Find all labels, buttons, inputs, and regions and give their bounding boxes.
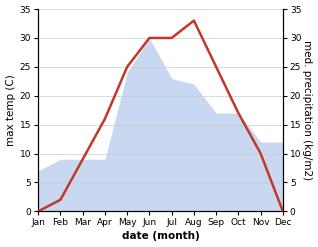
Y-axis label: max temp (C): max temp (C): [5, 74, 16, 146]
X-axis label: date (month): date (month): [122, 231, 199, 242]
Y-axis label: med. precipitation (kg/m2): med. precipitation (kg/m2): [302, 40, 313, 180]
